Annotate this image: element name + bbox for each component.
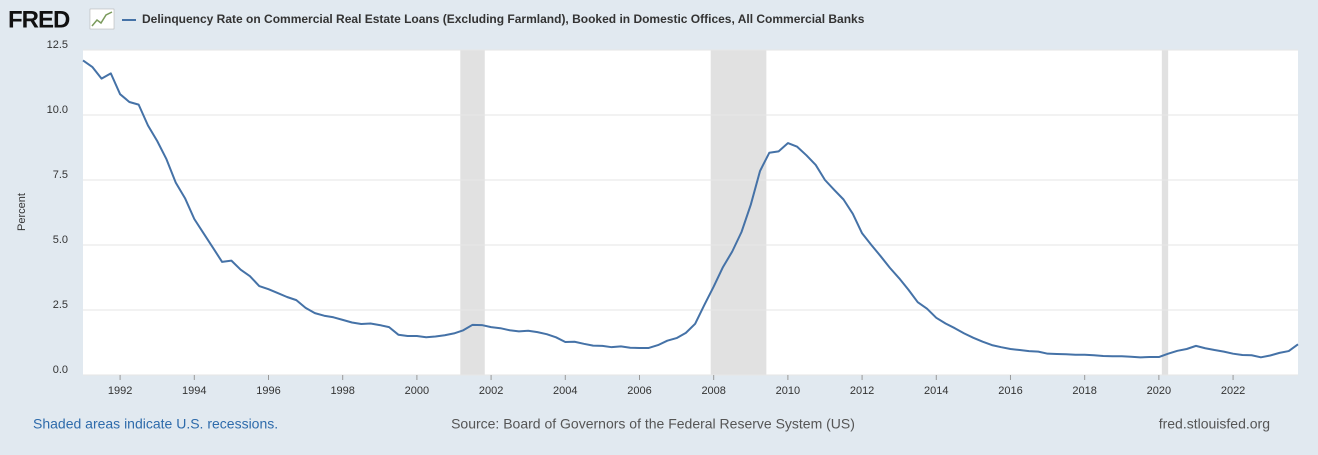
site-url[interactable]: fred.stlouisfed.org <box>1159 416 1270 432</box>
x-tick-label: 2012 <box>850 385 874 397</box>
x-tick-label: 2010 <box>776 385 800 397</box>
y-axis-label: Percent <box>16 193 28 231</box>
recession-band <box>1161 50 1169 375</box>
x-tick-label: 2016 <box>998 385 1022 397</box>
x-tick-label: 2002 <box>479 385 503 397</box>
x-tick-label: 2020 <box>1147 385 1171 397</box>
logo-icon <box>89 8 115 30</box>
legend-label: Delinquency Rate on Commercial Real Esta… <box>142 12 865 26</box>
x-tick-label: 2018 <box>1072 385 1096 397</box>
recession-band <box>460 50 485 375</box>
y-tick-label: 2.5 <box>53 299 68 311</box>
y-tick-label: 7.5 <box>53 169 68 181</box>
y-tick-label: 12.5 <box>47 39 68 51</box>
recession-note[interactable]: Shaded areas indicate U.S. recessions. <box>33 416 278 432</box>
x-tick-label: 2000 <box>405 385 429 397</box>
x-tick-label: 2008 <box>701 385 725 397</box>
x-tick-label: 1998 <box>330 385 354 397</box>
recession-band <box>710 50 767 375</box>
logo: FRED <box>8 6 70 33</box>
x-tick-label: 1996 <box>256 385 280 397</box>
x-tick-label: 2004 <box>553 385 577 397</box>
source: Source: Board of Governors of the Federa… <box>451 416 855 432</box>
x-tick-label: 2006 <box>627 385 651 397</box>
y-tick-label: 5.0 <box>53 234 68 246</box>
series-line <box>82 59 1299 359</box>
y-tick-label: 0.0 <box>53 364 68 376</box>
x-tick-label: 1994 <box>182 385 206 397</box>
y-tick-label: 10.0 <box>47 104 68 116</box>
x-tick-label: 2022 <box>1221 385 1245 397</box>
x-tick-label: 1992 <box>108 385 132 397</box>
plot-area <box>83 50 1298 375</box>
x-tick-label: 2014 <box>924 385 948 397</box>
